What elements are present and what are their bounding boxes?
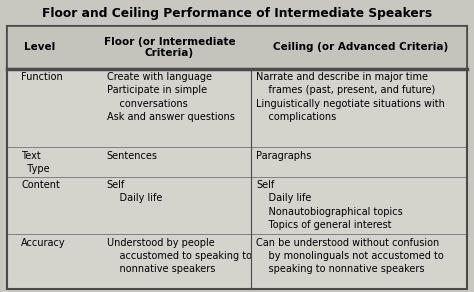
Text: Create with language
Participate in simple
    conversations
Ask and answer ques: Create with language Participate in simp… — [107, 72, 235, 122]
Text: Paragraphs: Paragraphs — [256, 151, 311, 161]
Bar — [7, 26, 467, 69]
Text: Self
    Daily life: Self Daily life — [107, 180, 162, 203]
Text: Can be understood without confusion
    by monolinguals not accustomed to
    sp: Can be understood without confusion by m… — [256, 238, 444, 274]
Text: Understood by people
    accustomed to speaking to
    nonnative speakers: Understood by people accustomed to speak… — [107, 238, 252, 274]
Text: Floor and Ceiling Performance of Intermediate Speakers: Floor and Ceiling Performance of Interme… — [42, 7, 432, 20]
Text: Floor (or Intermediate
Criteria): Floor (or Intermediate Criteria) — [104, 37, 235, 58]
Text: Accuracy: Accuracy — [21, 238, 66, 248]
Text: Function: Function — [21, 72, 63, 82]
Text: Narrate and describe in major time
    frames (past, present, and future)
Lingui: Narrate and describe in major time frame… — [256, 72, 445, 122]
Text: Content: Content — [21, 180, 60, 190]
Text: Self
    Daily life
    Nonautobiographical topics
    Topics of general interes: Self Daily life Nonautobiographical topi… — [256, 180, 403, 230]
Text: Text
  Type: Text Type — [21, 151, 50, 174]
Text: Sentences: Sentences — [107, 151, 158, 161]
Text: Ceiling (or Advanced Criteria): Ceiling (or Advanced Criteria) — [273, 42, 448, 53]
Text: Level: Level — [24, 42, 55, 53]
